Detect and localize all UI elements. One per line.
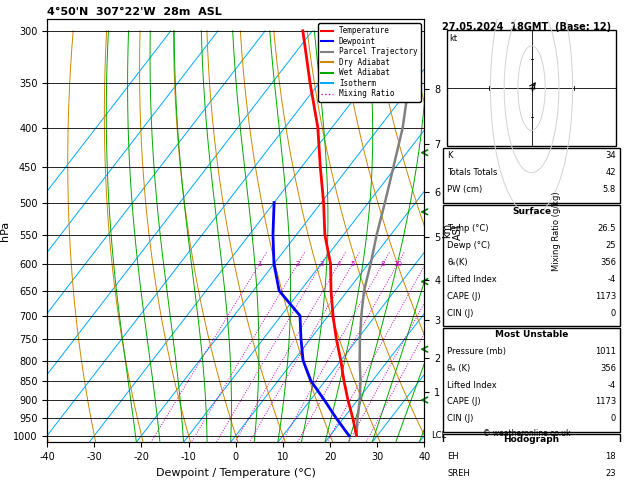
Text: 18: 18: [605, 452, 616, 461]
Text: 10: 10: [393, 261, 402, 267]
Text: 42: 42: [606, 168, 616, 177]
Text: CAPE (J): CAPE (J): [447, 398, 481, 406]
Text: Dewp (°C): Dewp (°C): [447, 241, 490, 250]
Text: Lifted Index: Lifted Index: [447, 381, 497, 389]
Text: 27.05.2024  18GMT  (Base: 12): 27.05.2024 18GMT (Base: 12): [442, 21, 611, 32]
Text: Pressure (mb): Pressure (mb): [447, 347, 506, 356]
Text: CIN (J): CIN (J): [447, 309, 474, 318]
Text: 4: 4: [337, 261, 341, 267]
Text: 1: 1: [257, 261, 262, 267]
Text: 356: 356: [600, 258, 616, 267]
Text: 0: 0: [611, 309, 616, 318]
Text: θₑ (K): θₑ (K): [447, 364, 470, 373]
Text: Totals Totals: Totals Totals: [447, 168, 498, 177]
Text: kt: kt: [449, 34, 457, 43]
Text: K: K: [447, 151, 453, 160]
Text: PW (cm): PW (cm): [447, 185, 482, 194]
Text: 34: 34: [605, 151, 616, 160]
Y-axis label: hPa: hPa: [0, 221, 10, 241]
Text: 2: 2: [296, 261, 300, 267]
Text: Lifted Index: Lifted Index: [447, 275, 497, 284]
Text: 5.8: 5.8: [603, 185, 616, 194]
Text: Most Unstable: Most Unstable: [495, 330, 568, 339]
Text: © weatheronline.co.uk: © weatheronline.co.uk: [483, 429, 571, 438]
Text: Temp (°C): Temp (°C): [447, 224, 489, 233]
Text: 1173: 1173: [594, 398, 616, 406]
Text: -4: -4: [608, 275, 616, 284]
Text: SREH: SREH: [447, 469, 470, 478]
Text: CIN (J): CIN (J): [447, 415, 474, 423]
Text: -4: -4: [608, 381, 616, 389]
Text: EH: EH: [447, 452, 459, 461]
Y-axis label: km
ASL: km ASL: [442, 222, 464, 240]
Text: 26.5: 26.5: [598, 224, 616, 233]
Text: CAPE (J): CAPE (J): [447, 292, 481, 301]
Text: 23: 23: [605, 469, 616, 478]
Text: 5: 5: [350, 261, 355, 267]
Text: 356: 356: [600, 364, 616, 373]
Text: 4°50'N  307°22'W  28m  ASL: 4°50'N 307°22'W 28m ASL: [47, 7, 222, 17]
Text: Surface: Surface: [512, 207, 551, 216]
Text: Mixing Ratio (g/kg): Mixing Ratio (g/kg): [552, 191, 561, 271]
Text: 1173: 1173: [594, 292, 616, 301]
X-axis label: Dewpoint / Temperature (°C): Dewpoint / Temperature (°C): [156, 468, 316, 478]
Text: θₑ(K): θₑ(K): [447, 258, 468, 267]
Text: 1011: 1011: [595, 347, 616, 356]
Text: 0: 0: [611, 415, 616, 423]
Text: 25: 25: [606, 241, 616, 250]
Text: LCL: LCL: [431, 431, 447, 440]
Text: 3: 3: [319, 261, 324, 267]
Legend: Temperature, Dewpoint, Parcel Trajectory, Dry Adiabat, Wet Adiabat, Isotherm, Mi: Temperature, Dewpoint, Parcel Trajectory…: [318, 23, 421, 102]
Text: 8: 8: [381, 261, 385, 267]
Text: Hodograph: Hodograph: [503, 435, 560, 445]
